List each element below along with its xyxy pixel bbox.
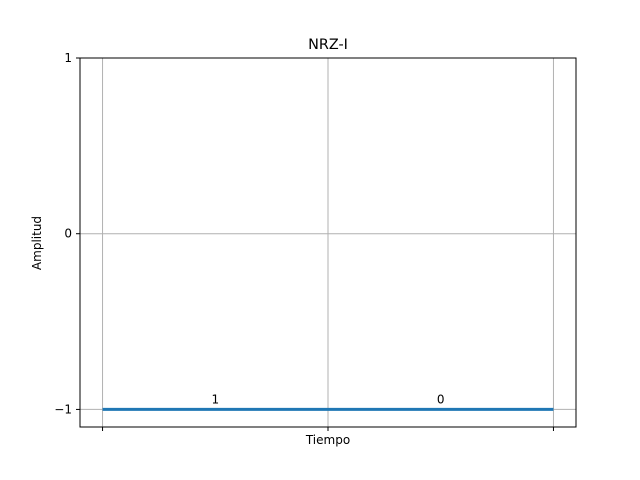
y-axis-ticks: −1 0 1 (54, 51, 554, 431)
bit-label-1: 0 (437, 392, 445, 406)
y-tick-label-0: −1 (54, 402, 72, 416)
y-tick-label-1: 0 (64, 227, 72, 241)
chart-title: NRZ-I (308, 37, 348, 53)
y-axis-label: Amplitud (30, 216, 44, 270)
y-tick-label-2: 1 (64, 51, 72, 65)
x-axis-label: Tiempo (305, 433, 350, 447)
bit-label-0: 1 (211, 392, 219, 406)
